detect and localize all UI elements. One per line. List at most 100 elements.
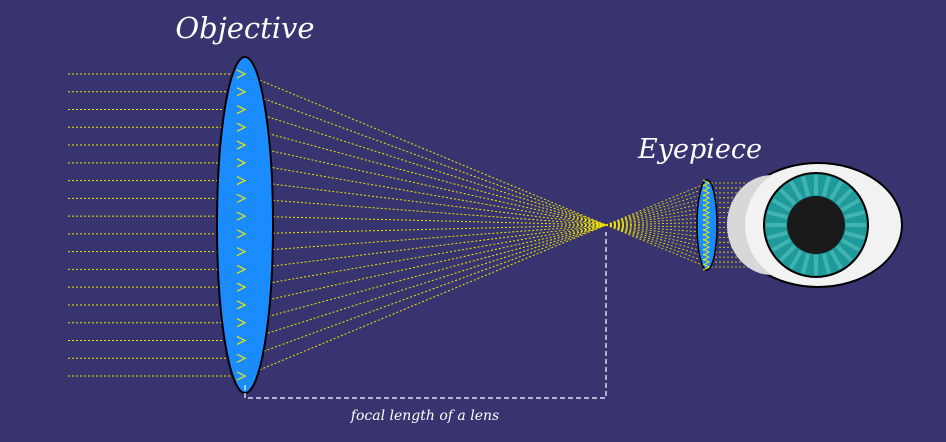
ray-arrowhead [236,229,247,239]
eye-pupil [787,196,845,254]
ray-arrowhead [236,104,247,115]
diverging-ray [605,224,708,263]
diverging-ray [605,207,708,226]
incoming-rays [68,73,245,377]
diverging-ray [605,224,708,233]
ray-arrowhead [702,209,711,217]
ray-arrowhead [236,140,247,150]
iris-stripe [821,253,831,274]
converging-ray [244,224,607,253]
iris-stripe [829,180,843,201]
converging-ray [244,91,607,226]
diverging-ray [605,182,708,226]
iris-stripe [771,198,792,212]
converging-ray [244,109,607,226]
ray-arrowhead [236,335,247,346]
ray-arrowhead [702,258,711,266]
ray-arrowhead [702,224,711,231]
iris-stripe [840,238,861,252]
diverging-ray [605,212,708,226]
ray-arrowhead [236,247,247,257]
diverging-ray [605,187,708,226]
diverging-ray [605,224,708,258]
diverging-ray [605,224,708,253]
ray-arrowhead [236,122,247,132]
iris-stripe [789,180,803,201]
diverging-ray [605,197,708,226]
converging-ray [244,126,607,226]
converging-ray [244,224,607,270]
ray-arrowhead [702,194,711,202]
ray-arrowhead [702,199,711,207]
iris-stripe [801,176,811,197]
converging-rays [244,73,607,377]
diverging-ray [605,224,708,268]
converging-ray [244,224,607,377]
iris-stripe [821,176,831,197]
focal-length-label: focal length of a lens [350,408,499,424]
ray-arrowhead [702,238,711,246]
diverging-ray [605,217,708,226]
ray-arrowhead [236,318,247,328]
ray-arrowhead [236,353,247,363]
iris-stripe [835,244,853,262]
converging-ray [244,162,607,226]
converging-ray [244,224,607,324]
diverging-ray [605,224,708,238]
ray-arrowhead [702,243,711,251]
diverging-ray [605,224,708,228]
ray-arrowhead [236,193,247,203]
converging-ray [244,224,607,235]
ray-arrowhead [702,263,711,271]
ray-arrowhead [236,264,247,274]
iris-stripe [844,210,865,220]
converging-ray [244,224,607,288]
iris-stripe [840,198,861,212]
iris-stripe [767,210,788,220]
eyepiece-label: Eyepiece [637,134,762,165]
iris-stripe [789,249,803,270]
ray-arrowheads [236,69,711,381]
ray-arrowhead [702,189,711,197]
iris-stripe [801,253,811,274]
ray-arrowhead [236,69,247,79]
ray-arrowhead [236,176,247,186]
diverging-ray [605,192,708,226]
converging-ray [244,224,607,359]
ray-arrowhead [702,233,711,241]
ray-arrowhead [236,211,247,221]
eye-icon [727,162,903,288]
converging-ray [244,197,607,226]
ray-arrowhead [236,158,247,168]
converging-ray [244,224,607,341]
ray-arrowhead [702,179,711,187]
converging-ray [244,144,607,226]
ray-arrowhead [236,371,247,381]
iris-stripe [829,249,843,270]
ray-arrowhead [702,253,711,261]
ray-arrowhead [702,214,711,222]
converging-ray [244,224,607,306]
ray-arrowhead [236,300,247,310]
converging-ray [244,180,607,226]
ray-arrowhead [702,184,711,192]
iris-stripe [844,230,865,240]
iris-stripe [835,188,853,206]
ray-arrowhead [236,282,247,292]
diverging-ray [605,224,708,248]
iris-stripe [779,244,797,262]
eyepiece-lens [696,179,718,271]
converging-ray [244,215,607,226]
iris-stripe [771,238,792,252]
iris-stripes [766,175,866,275]
diverging-ray [605,222,708,226]
ray-arrowhead [702,219,711,226]
diverging-ray [605,202,708,226]
eye-shadow [727,175,772,275]
iris-stripe [767,230,788,240]
iris-stripe [779,188,797,206]
diverging-ray [605,224,708,243]
converging-ray [244,73,607,226]
